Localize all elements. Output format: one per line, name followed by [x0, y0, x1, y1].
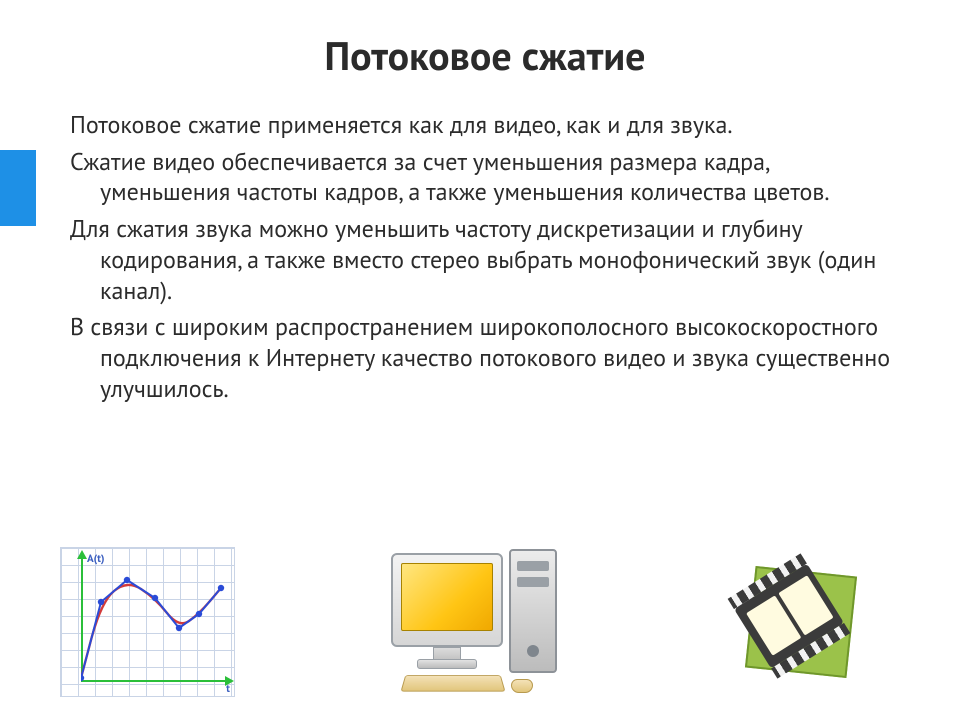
images-row: A(t) t	[0, 542, 960, 702]
paragraph-3: Для сжатия звука можно уменьшить частоту…	[70, 214, 900, 306]
body-text: Потоковое сжатие применяется как для вид…	[70, 110, 900, 404]
computer-icon	[373, 547, 583, 697]
film-icon	[720, 547, 870, 697]
slide-title: Потоковое сжатие	[70, 30, 900, 82]
graph-x-label: t	[226, 682, 230, 696]
graph-curve-icon	[81, 558, 231, 684]
paragraph-4: В связи с широким распространением широк…	[70, 312, 900, 404]
paragraph-2: Сжатие видео обеспечивается за счет умен…	[70, 147, 900, 208]
graph-icon: A(t) t	[60, 547, 235, 697]
slide: Потоковое сжатие Потоковое сжатие примен…	[0, 0, 960, 720]
paragraph-1: Потоковое сжатие применяется как для вид…	[70, 110, 900, 141]
